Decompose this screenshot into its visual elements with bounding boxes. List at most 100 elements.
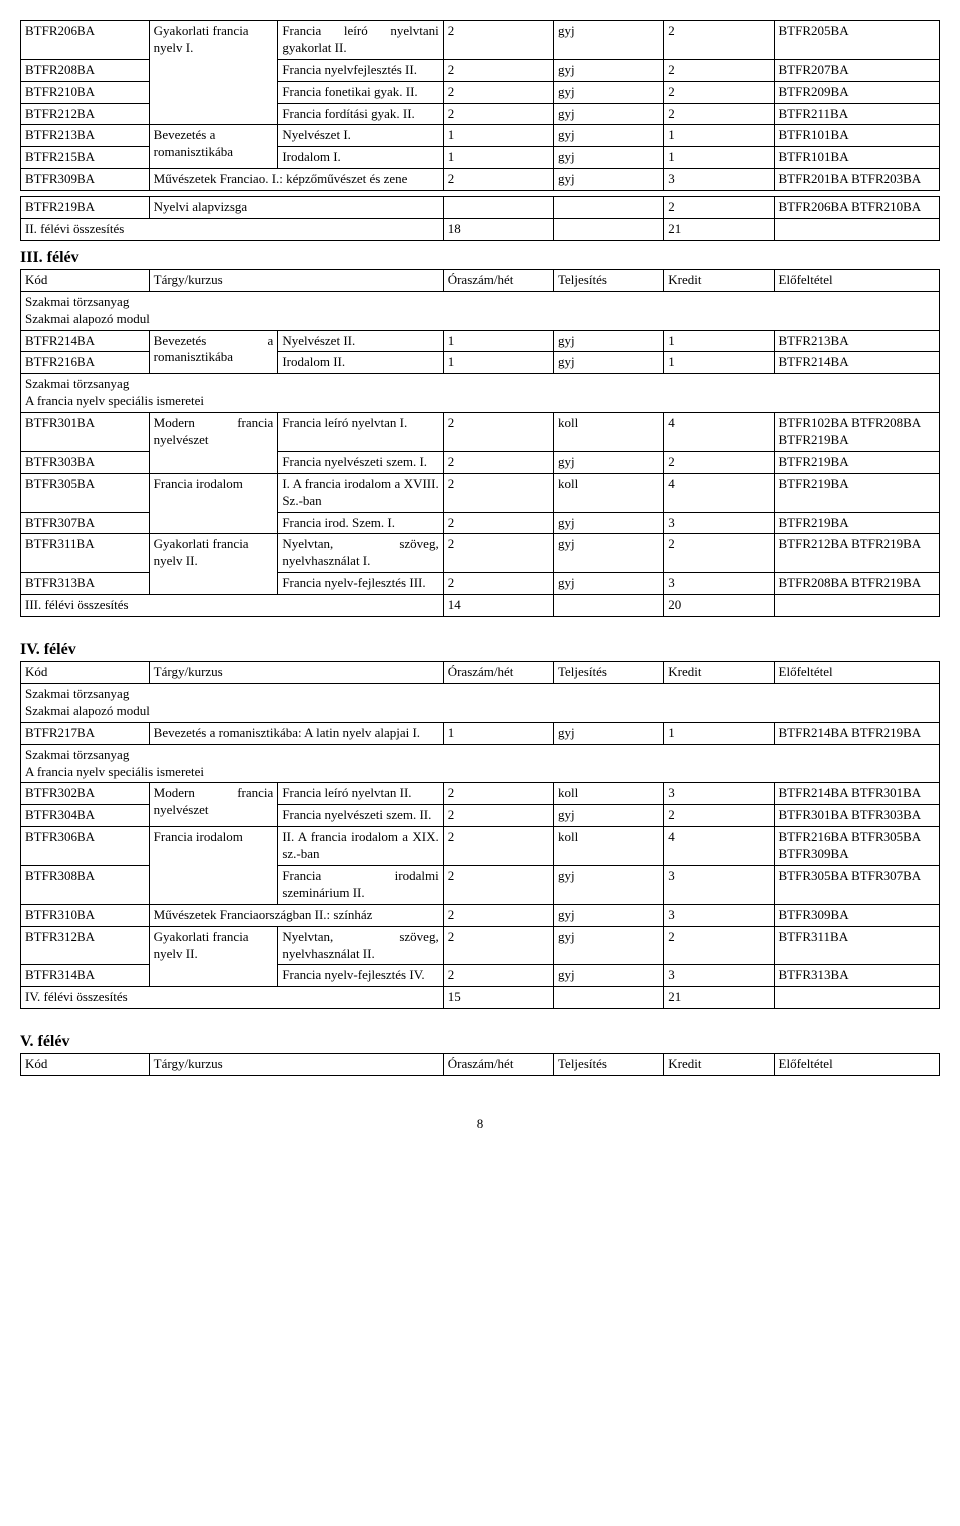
cell-credit: 4 (664, 413, 774, 452)
cell-group: Gyakorlati francia nyelv II. (149, 926, 278, 987)
cell-credit: 3 (664, 904, 774, 926)
cell-prereq: BTFR305BA BTFR307BA (774, 865, 939, 904)
cell-completion: gyj (553, 59, 663, 81)
cell-completion: gyj (553, 534, 663, 573)
cell-hours: 1 (443, 330, 553, 352)
cell-hours: 2 (443, 21, 553, 60)
cell-completion: koll (553, 473, 663, 512)
table-row: BTFR311BA Gyakorlati francia nyelv II. N… (21, 534, 940, 573)
cell-code: BTFR301BA (21, 413, 150, 452)
cell-credit: 2 (664, 451, 774, 473)
cell-credit: 3 (664, 865, 774, 904)
cell-prereq: BTFR301BA BTFR303BA (774, 805, 939, 827)
cell-course: Irodalom I. (278, 147, 443, 169)
col-code: Kód (21, 269, 150, 291)
text: Szakmai törzsanyag (25, 294, 129, 309)
cell-credit: 4 (664, 473, 774, 512)
cell-prereq: BTFR311BA (774, 926, 939, 965)
text: A francia nyelv speciális ismeretei (25, 764, 204, 779)
group-label: Gyakorlati francia nyelv I. (154, 23, 249, 55)
cell-course: Francia nyelvfejlesztés II. (278, 59, 443, 81)
cell-hours: 2 (443, 534, 553, 573)
cell-credit: 3 (664, 512, 774, 534)
table-row: BTFR206BA Gyakorlati francia nyelv I. Fr… (21, 21, 940, 60)
cell-code: BTFR303BA (21, 451, 150, 473)
col-prereq: Előfeltétel (774, 662, 939, 684)
cell-credit: 3 (664, 783, 774, 805)
cell-code: BTFR216BA (21, 352, 150, 374)
cell-course: Nyelvészet II. (278, 330, 443, 352)
col-completion: Teljesítés (554, 1054, 664, 1076)
col-hours: Óraszám/hét (443, 269, 553, 291)
cell-sum-label: II. félévi összesítés (21, 219, 444, 241)
table-row: BTFR219BA Nyelvi alapvizsga 2 BTFR206BA … (21, 197, 940, 219)
cell-group: Francia irodalom (149, 827, 278, 905)
subheader-label: Szakmai törzsanyag A francia nyelv speci… (21, 374, 940, 413)
cell-course: Francia nyelv-fejlesztés IV. (278, 965, 443, 987)
cell-course: Francia leíró nyelvtan I. (278, 413, 443, 452)
cell-prereq: BTFR214BA BTFR219BA (774, 722, 939, 744)
table-header-row: Kód Tárgy/kurzus Óraszám/hét Teljesítés … (21, 1054, 940, 1076)
table-row: BTFR217BA Bevezetés a romanisztikába: A … (21, 722, 940, 744)
cell-prereq: BTFR213BA (774, 330, 939, 352)
cell-hours: 2 (443, 512, 553, 534)
text: Szakmai törzsanyag (25, 686, 129, 701)
table-row-subheader: Szakmai törzsanyag Szakmai alapozó modul (21, 683, 940, 722)
text: A francia nyelv speciális ismeretei (25, 393, 204, 408)
cell-course: Nyelvtan, szöveg, nyelvhasználat II. (278, 926, 443, 965)
cell-prereq: BTFR101BA (774, 125, 939, 147)
cell-course: Francia nyelvészeti szem. II. (278, 805, 443, 827)
cell-code: BTFR217BA (21, 722, 150, 744)
cell-credit: 1 (664, 722, 774, 744)
cell-hours: 2 (443, 783, 553, 805)
cell-code: BTFR312BA (21, 926, 150, 965)
cell-hours: 2 (443, 573, 553, 595)
cell-completion: gyj (553, 722, 663, 744)
cell-code: BTFR307BA (21, 512, 150, 534)
subheader-label: Szakmai törzsanyag Szakmai alapozó modul (21, 291, 940, 330)
cell-credit: 3 (664, 169, 774, 191)
cell-credit: 2 (664, 59, 774, 81)
table-row: BTFR310BA Művészetek Franciaországban II… (21, 904, 940, 926)
cell-course: Francia fonetikai gyak. II. (278, 81, 443, 103)
cell-hours: 2 (443, 59, 553, 81)
col-code: Kód (21, 1054, 150, 1076)
cell-hours (443, 197, 553, 219)
cell-credit: 2 (664, 926, 774, 965)
cell-completion: gyj (553, 965, 663, 987)
cell-hours: 2 (443, 81, 553, 103)
cell-course: I. A francia irodalom a XVIII. Sz.-ban (278, 473, 443, 512)
cell-prereq: BTFR313BA (774, 965, 939, 987)
cell-code: BTFR302BA (21, 783, 150, 805)
cell-hours: 2 (443, 451, 553, 473)
table-row: BTFR309BA Művészetek Franciao. I.: képző… (21, 169, 940, 191)
col-hours: Óraszám/hét (443, 1054, 553, 1076)
table-semester-5: Kód Tárgy/kurzus Óraszám/hét Teljesítés … (20, 1053, 940, 1076)
col-course: Tárgy/kurzus (149, 662, 443, 684)
cell-sum-completion (553, 595, 663, 617)
cell-prereq: BTFR206BA BTFR210BA (774, 197, 939, 219)
cell-code: BTFR305BA (21, 473, 150, 512)
cell-hours: 1 (443, 147, 553, 169)
cell-completion: gyj (553, 926, 663, 965)
cell-prereq: BTFR214BA BTFR301BA (774, 783, 939, 805)
cell-group: Gyakorlati francia nyelv II. (149, 534, 278, 595)
cell-completion: gyj (553, 169, 663, 191)
cell-credit: 1 (664, 147, 774, 169)
table-semester-4: Kód Tárgy/kurzus Óraszám/hét Teljesítés … (20, 661, 940, 1009)
text: Szakmai törzsanyag (25, 376, 129, 391)
cell-group: Bevezetés a romanisztikába (149, 125, 278, 169)
cell-sum-label: III. félévi összesítés (21, 595, 444, 617)
table-row-sum: IV. félévi összesítés 15 21 (21, 987, 940, 1009)
cell-course: Művészetek Franciao. I.: képzőművészet é… (149, 169, 443, 191)
subheader-label: Szakmai törzsanyag Szakmai alapozó modul (21, 683, 940, 722)
cell-group: Modern francia nyelvészet (149, 783, 278, 827)
cell-code: BTFR308BA (21, 865, 150, 904)
cell-sum-completion (553, 987, 663, 1009)
table-row: BTFR312BA Gyakorlati francia nyelv II. N… (21, 926, 940, 965)
cell-group: Modern francia nyelvészet (149, 413, 278, 474)
cell-code: BTFR214BA (21, 330, 150, 352)
cell-hours: 1 (443, 352, 553, 374)
cell-sum-credit: 21 (664, 219, 774, 241)
cell-prereq: BTFR209BA (774, 81, 939, 103)
